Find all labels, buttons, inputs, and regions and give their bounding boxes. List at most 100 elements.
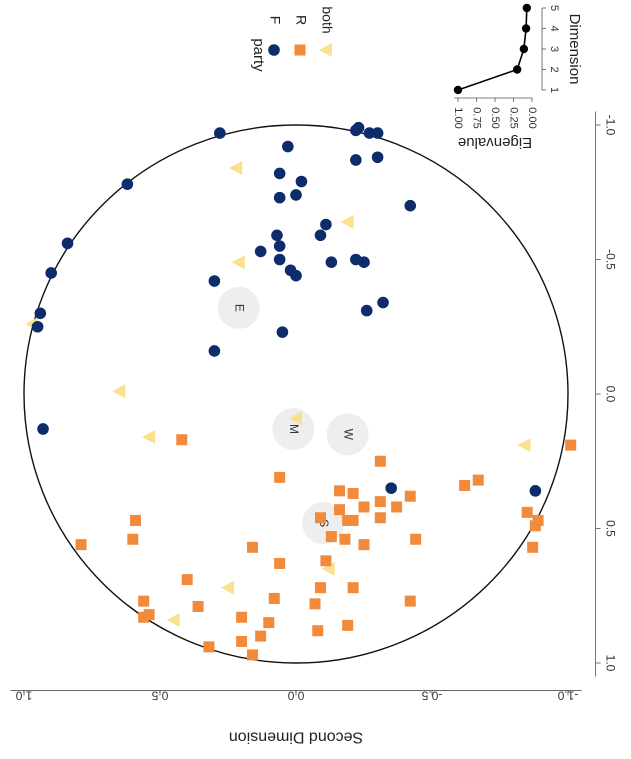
eigenvalue-point	[522, 3, 532, 13]
second-dimension-axis-title: Second Dimension	[229, 728, 363, 745]
dimension-tick-label: 2	[548, 66, 560, 72]
point-r	[325, 531, 337, 543]
point-f	[37, 423, 49, 435]
point-f	[61, 237, 74, 250]
point-r	[268, 592, 280, 604]
point-f	[320, 218, 332, 231]
point-r	[274, 471, 286, 483]
point-r	[263, 617, 275, 629]
point-r	[374, 512, 386, 524]
point-r	[374, 496, 386, 508]
point-f	[314, 229, 327, 242]
eigenvalue-point	[519, 44, 529, 54]
point-f	[284, 264, 297, 277]
anchor-bubble	[326, 413, 369, 456]
point-r	[246, 649, 258, 661]
anchor-bubble	[217, 286, 260, 329]
point-both	[221, 580, 234, 595]
point-r	[334, 504, 346, 516]
legend-title: party	[250, 38, 267, 72]
first-dimension-tick-label: -0.5	[603, 249, 617, 270]
point-r	[312, 625, 324, 637]
point-r	[127, 533, 139, 545]
first-dimension-tick-label: 1.0	[603, 655, 617, 672]
eigenvalue-tick-label: 0.75	[471, 107, 483, 128]
legend-marker-both	[319, 43, 332, 57]
anchor-label: E	[233, 304, 247, 312]
point-r	[358, 501, 370, 513]
point-r	[565, 439, 577, 451]
series-r	[75, 434, 577, 661]
scatter-plot: -1.0 -0.5 0.0 0.5 1.0 -1.0 -0.5 0.0 0.5 1.0 Second…	[10, 111, 617, 745]
point-r	[75, 539, 87, 551]
point-r	[339, 533, 351, 545]
point-f	[273, 240, 286, 252]
point-r	[347, 488, 359, 500]
point-f	[404, 199, 417, 212]
point-r	[255, 630, 267, 642]
second-dimension-tick-label: -1.0	[557, 689, 578, 703]
legend-label-both: both	[319, 6, 335, 33]
anchor-bubble	[272, 407, 315, 450]
unit-circle	[23, 124, 569, 664]
point-both	[229, 161, 243, 176]
point-f	[45, 267, 57, 279]
point-f	[529, 485, 542, 497]
point-both	[231, 255, 245, 270]
point-r	[472, 474, 484, 486]
point-f	[371, 127, 384, 139]
point-f	[371, 151, 384, 164]
anchor-label: W	[342, 429, 356, 441]
point-f	[350, 154, 362, 166]
point-f	[273, 253, 286, 266]
legend-marker-f	[268, 44, 280, 56]
eigenvalue-tick-label: 0.50	[489, 107, 501, 128]
point-both	[340, 214, 354, 229]
second-dimension-tick-label: -0.5	[421, 689, 442, 703]
legend-label-f: F	[267, 16, 283, 25]
eigenvalue-point	[453, 85, 463, 95]
point-r	[410, 533, 422, 545]
first-dimension-tick-label: 0.5	[603, 520, 617, 537]
point-r	[314, 582, 326, 594]
point-f	[121, 178, 134, 190]
point-f	[208, 345, 221, 357]
eigenvalue-line	[457, 7, 528, 91]
eigenvalue-tick-label: 0.25	[508, 107, 520, 128]
eigenvalue-point	[513, 65, 522, 74]
point-r	[404, 490, 416, 502]
point-both	[112, 384, 126, 399]
point-r	[374, 455, 386, 467]
first-dimension-tick-label: -1.0	[603, 115, 617, 136]
point-r	[192, 601, 204, 613]
point-r	[309, 598, 321, 610]
dimension-axis-title: Dimension	[566, 14, 583, 85]
eigenvalue-inset: 1.00 0.75 0.50 0.25 0.00 1 2 3 4 5 Eigenvalue Dimen…	[452, 3, 583, 151]
point-r	[347, 582, 359, 594]
point-both	[289, 411, 302, 426]
point-r	[181, 574, 193, 586]
point-f	[208, 275, 221, 287]
point-f	[254, 245, 267, 258]
point-r	[203, 641, 215, 653]
point-f	[34, 307, 47, 320]
point-f	[363, 127, 376, 139]
point-r	[236, 635, 248, 647]
point-r	[176, 434, 188, 446]
first-dimension-tick-label: 0.0	[603, 386, 617, 403]
second-dimension-tick-label: 0.0	[287, 689, 304, 703]
point-f	[352, 121, 365, 134]
point-r	[314, 512, 326, 524]
dimension-tick-label: 1	[548, 87, 560, 93]
point-r	[138, 595, 150, 607]
legend-label-r: R	[293, 15, 309, 25]
point-both	[142, 430, 156, 445]
dimension-tick-label: 5	[548, 5, 560, 11]
point-r	[459, 479, 471, 491]
point-both	[517, 438, 531, 453]
series-f	[31, 121, 542, 497]
point-r	[391, 501, 403, 513]
point-f	[377, 296, 389, 309]
